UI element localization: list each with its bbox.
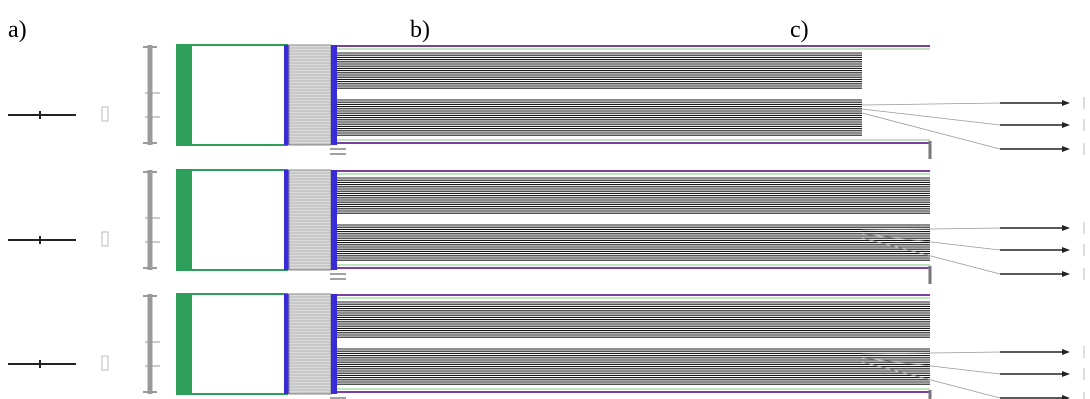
tube-wall [178, 294, 192, 394]
wire-stack-lower [337, 99, 862, 136]
arrowhead [1062, 247, 1070, 253]
connector-line [861, 227, 1001, 231]
tube-outline [176, 293, 288, 395]
mesh-block [288, 293, 332, 395]
small-clip [101, 106, 109, 122]
connector-line [861, 108, 1001, 126]
tube-outline [176, 44, 288, 146]
electrode-left [284, 294, 289, 394]
panel-label-c: c) [790, 17, 809, 43]
electrode-right [331, 294, 337, 394]
arrowhead [1062, 271, 1070, 277]
arrowhead [1062, 371, 1070, 377]
mesh-block [288, 44, 332, 146]
small-clip [101, 355, 109, 371]
connector-line [861, 361, 1001, 399]
arrowhead [1062, 100, 1070, 106]
connector-line [861, 112, 1001, 150]
arrowhead [1062, 122, 1070, 128]
electrode-left [284, 45, 289, 145]
wire-stack-lower [337, 348, 930, 385]
panel-label-b: b) [410, 17, 430, 43]
wire-stack-upper [337, 52, 862, 89]
connector-line [861, 233, 1001, 251]
arrowhead [1062, 146, 1070, 152]
tube-wall [178, 170, 192, 270]
diagram-row-2 [8, 169, 1085, 284]
arrowhead [1062, 225, 1070, 231]
connector-line [861, 237, 1001, 275]
arrowhead [1062, 349, 1070, 355]
wire-stack-upper [337, 177, 930, 214]
panel-label-a: a) [8, 17, 27, 43]
wire-stack-lower [337, 224, 930, 261]
small-clip [101, 231, 109, 247]
connector-line [861, 357, 1001, 375]
arrowhead [1062, 395, 1070, 399]
diagram-rows [8, 44, 1085, 399]
connector-line [861, 351, 1001, 355]
diagram-row-3 [8, 293, 1085, 399]
diagram-row-1 [8, 44, 1085, 159]
wire-stack-upper [337, 301, 930, 338]
connector-line [861, 102, 1001, 106]
electrode-left [284, 170, 289, 270]
electrode-right [331, 45, 337, 145]
electrode-right [331, 170, 337, 270]
tube-outline [176, 169, 288, 271]
tube-wall [178, 45, 192, 145]
